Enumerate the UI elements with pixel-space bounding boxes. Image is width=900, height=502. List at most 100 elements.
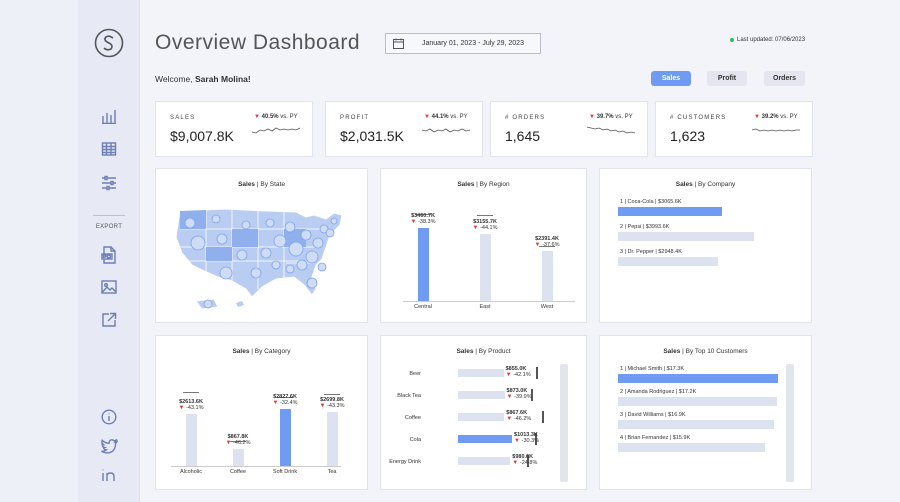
chart-title: Sales | By Top 10 Customers <box>600 348 811 355</box>
bar[interactable] <box>618 232 754 241</box>
sidebar-divider <box>93 215 125 216</box>
bar-label: 1 | Michael Smith | $17.3K <box>620 366 684 372</box>
down-triangle-icon: ▼ <box>319 403 328 409</box>
product-scrollbar[interactable] <box>560 364 568 482</box>
value-label: $2391.4K <box>535 235 559 242</box>
py-marker <box>542 411 545 423</box>
us-state-map[interactable] <box>166 203 356 313</box>
bar[interactable] <box>458 413 505 421</box>
value-label: $2613.6K <box>179 398 203 405</box>
bar[interactable] <box>618 420 775 429</box>
bar[interactable] <box>326 412 338 466</box>
pdf-icon[interactable] <box>78 246 140 264</box>
change-label: ▼ -44.1% <box>472 225 498 232</box>
y-tick-label: Coffee <box>404 415 421 421</box>
twitter-icon[interactable] <box>78 439 140 454</box>
data-label: $980.6K ▼ -24.8% <box>512 454 537 466</box>
x-tick-label: Alcoholic <box>179 469 202 475</box>
py-marker <box>539 246 555 248</box>
bar[interactable] <box>618 397 778 406</box>
kpi-label: # ORDERS <box>505 115 546 121</box>
data-label: $2827.6K ▼ -32.4% <box>263 394 307 406</box>
down-triangle-icon: ▼ <box>534 241 543 248</box>
export-label: EXPORT <box>95 224 123 230</box>
down-triangle-icon: ▼ <box>505 372 514 378</box>
kpi-label: # CUSTOMERS <box>670 115 727 121</box>
bar[interactable] <box>458 391 505 399</box>
chart-card-region: Sales | By Region $3460.7K ▼ -38.3% Centra… <box>380 168 587 323</box>
bar-label: 2 | Pepsi | $3993.6K <box>620 224 670 230</box>
date-range-picker[interactable]: January 01, 2023 - July 29, 2023 <box>385 33 541 54</box>
last-updated: Last updated: 07/06/2023 <box>730 37 805 43</box>
bar[interactable] <box>458 435 513 443</box>
bar[interactable] <box>279 409 291 466</box>
kpi-value: $9,007.8K <box>170 128 234 144</box>
down-triangle-icon: ▼ <box>589 114 595 120</box>
share-icon[interactable] <box>78 312 140 328</box>
calendar-icon <box>393 38 404 49</box>
bar[interactable] <box>541 250 553 301</box>
sliders-icon[interactable] <box>78 175 140 191</box>
chart-card-customers: Sales | By Top 10 Customers 1 | Michael … <box>599 335 812 490</box>
value-label: $1013.3K <box>514 432 538 438</box>
table-icon[interactable] <box>78 141 140 157</box>
bar[interactable] <box>458 369 504 377</box>
bar-label: 2 | Amanda Rodriguez | $17.2K <box>620 389 697 395</box>
data-label: $1013.3K ▼ -30.3% <box>514 432 539 444</box>
bar[interactable] <box>618 257 719 266</box>
kpi-change: ▼ 44.1% vs. PY <box>424 114 468 120</box>
y-tick-label: Beer <box>409 371 421 377</box>
sparkline <box>587 126 636 134</box>
x-axis-baseline <box>171 466 341 467</box>
page-title: Overview Dashboard <box>155 31 361 54</box>
bar[interactable] <box>618 443 766 452</box>
down-triangle-icon: ▼ <box>178 404 187 411</box>
kpi-card-orders: # ORDERS 1,645 ▼ 39.7% vs. PY <box>490 101 648 157</box>
bar-chart-icon[interactable] <box>78 108 140 124</box>
toggle-sales-button[interactable]: Sales <box>651 71 691 86</box>
kpi-card-profit: PROFIT $2,031.5K ▼ 44.1% vs. PY <box>325 101 483 157</box>
chart-title: Sales | By Region <box>381 181 586 188</box>
data-label: $855.0K ▼ -42.1% <box>506 366 531 378</box>
bar-label: 3 | David Williams | $16.9K <box>620 412 686 418</box>
x-tick-label: Soft Drink <box>272 469 298 475</box>
bar[interactable] <box>185 413 197 466</box>
chart-title-bold: Sales <box>675 181 693 188</box>
bar[interactable] <box>479 234 491 301</box>
kpi-change-suffix: vs. PY <box>278 114 298 120</box>
kpi-label: PROFIT <box>340 115 370 121</box>
change-label: ▼ -46.2% <box>506 416 532 422</box>
kpi-label: SALES <box>170 115 196 121</box>
py-marker <box>415 214 431 216</box>
py-marker <box>477 214 493 216</box>
change-label: ▼ -37.6% <box>534 241 560 248</box>
change-label: ▼ -42.1% <box>505 372 531 378</box>
x-tick-label: East <box>479 304 491 310</box>
value-label: $873.0K <box>506 388 528 394</box>
bar[interactable] <box>618 207 723 216</box>
down-triangle-icon: ▼ <box>254 114 260 120</box>
change-label: ▼ -46.2% <box>225 439 251 446</box>
chart-title-rest: | By Company <box>692 181 736 188</box>
change-label: ▼ -39.9% <box>506 394 532 400</box>
bar[interactable] <box>618 374 778 383</box>
chart-card-category: Sales | By Category $2613.6K ▼ -43.1% Alco… <box>155 335 368 490</box>
down-triangle-icon: ▼ <box>272 400 281 407</box>
image-icon[interactable] <box>78 279 140 295</box>
toggle-orders-button[interactable]: Orders <box>764 71 805 86</box>
kpi-change: ▼ 39.7% vs. PY <box>589 114 633 120</box>
logo-icon[interactable] <box>78 28 140 58</box>
bar[interactable] <box>458 457 511 465</box>
py-marker <box>531 389 534 401</box>
linkedin-icon[interactable] <box>78 467 140 483</box>
bar[interactable] <box>232 448 244 466</box>
value-label: $3460.7K <box>411 212 435 219</box>
customers-scrollbar[interactable] <box>786 364 794 482</box>
py-marker <box>534 433 537 445</box>
chart-title-rest: | By Region <box>474 181 510 188</box>
bar[interactable] <box>417 227 429 301</box>
toggle-profit-button[interactable]: Profit <box>707 71 747 86</box>
info-icon[interactable] <box>78 409 140 425</box>
main-content: Overview Dashboard January 01, 2023 - Ju… <box>140 0 900 502</box>
x-tick-label: Coffee <box>229 469 247 475</box>
